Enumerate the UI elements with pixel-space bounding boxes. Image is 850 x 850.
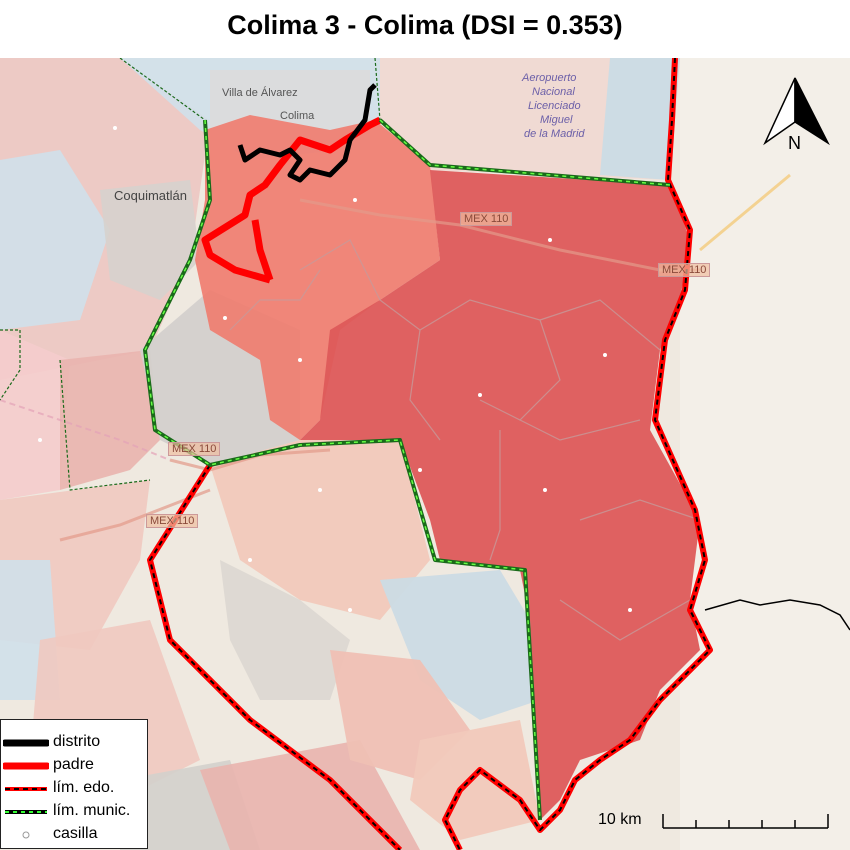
road-label: MEX 110 — [146, 514, 199, 528]
scale-label: 10 km — [598, 811, 642, 828]
east-coastline — [704, 599, 850, 631]
neighbor-section — [100, 180, 200, 300]
casilla-point — [603, 353, 607, 357]
thick-black-line-icon — [3, 739, 49, 747]
legend-item-distrito: distrito — [1, 732, 149, 752]
legend-item-lim-edo: lím. edo. — [1, 778, 149, 798]
legend-label: lím. edo. — [53, 779, 115, 796]
casilla-point — [348, 608, 352, 612]
casilla-point — [38, 438, 42, 442]
legend-item-padre: padre — [1, 755, 149, 775]
road-label: MEX 110 — [460, 212, 513, 226]
casilla-point — [298, 358, 302, 362]
legend-item-lim-munic: lím. munic. — [1, 801, 149, 821]
scale-bar — [662, 814, 829, 829]
neighbor-section — [210, 440, 430, 620]
legend-item-casilla: casilla — [1, 824, 149, 844]
casilla-point — [248, 558, 252, 562]
parent-boundary — [251, 219, 274, 282]
neighbor-section — [0, 330, 70, 500]
airport-label-line3: Licenciado — [528, 100, 581, 112]
legend-label: distrito — [53, 733, 101, 750]
neighbor-section — [380, 570, 540, 720]
neighbor-section — [0, 150, 110, 330]
neighbor-section — [220, 560, 350, 700]
place-label-city2: Colima — [280, 110, 315, 122]
airport-label-line4: Miguel — [540, 114, 573, 126]
district-boundary — [237, 83, 377, 183]
casilla-point — [478, 393, 482, 397]
casilla-point — [318, 488, 322, 492]
casilla-point — [113, 126, 117, 130]
white-circle-icon — [22, 831, 30, 839]
parent-boundary — [201, 116, 382, 284]
casilla-point — [628, 608, 632, 612]
municipal-boundary — [0, 58, 671, 821]
green-black-dashed-line-icon — [5, 810, 47, 814]
casilla-point — [543, 488, 547, 492]
airport-label-line1: Aeropuerto — [522, 72, 577, 84]
casilla-point — [353, 198, 357, 202]
map-canvas[interactable] — [0, 58, 850, 850]
airport-label-line2: Nacional — [532, 86, 575, 98]
place-label-city: Villa de Álvarez — [222, 87, 298, 99]
casilla-point — [418, 468, 422, 472]
parent-area — [195, 115, 440, 440]
section-lines — [229, 239, 701, 641]
red-black-dashed-line-icon — [5, 787, 47, 791]
legend-label: padre — [53, 756, 94, 773]
map-title: Colima 3 - Colima (DSI = 0.353) — [227, 10, 623, 40]
neighbor-section — [410, 720, 540, 840]
neighbor-section — [60, 350, 160, 490]
airport-label-line5: de la Madrid — [524, 128, 585, 140]
base-map-east — [680, 58, 850, 850]
neighbor-section — [200, 740, 420, 850]
neighbor-section — [600, 58, 680, 180]
legend-label: lím. munic. — [53, 802, 131, 819]
polling-stations — [38, 126, 632, 612]
thick-red-line-icon — [3, 762, 49, 770]
north-arrow-icon — [763, 77, 830, 146]
map-legend: distrito padre lím. edo. lím. munic. cas… — [0, 719, 148, 849]
casilla-point — [548, 238, 552, 242]
north-label: N — [788, 133, 801, 153]
road-label: MEX 110 — [658, 263, 711, 277]
casilla-point — [223, 316, 227, 320]
place-label-town: Coquimatlán — [114, 188, 187, 203]
legend-label: casilla — [53, 825, 98, 842]
road-label: MEX 110 — [168, 442, 221, 456]
